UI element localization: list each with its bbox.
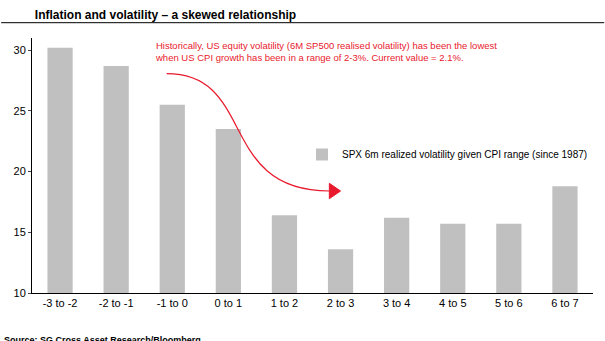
svg-text:3 to 4: 3 to 4 (383, 297, 411, 309)
svg-text:25: 25 (14, 105, 26, 117)
svg-text:30: 30 (14, 44, 26, 56)
svg-text:10: 10 (14, 287, 26, 299)
svg-text:2 to 3: 2 to 3 (327, 297, 355, 309)
svg-text:SPX 6m realized volatility giv: SPX 6m realized volatility given CPI ran… (342, 149, 587, 160)
svg-text:-1 to 0: -1 to 0 (157, 297, 188, 309)
svg-text:Source: SG Cross Asset Researc: Source: SG Cross Asset Research/Bloomber… (4, 335, 201, 341)
svg-text:5 to 6: 5 to 6 (495, 297, 523, 309)
svg-text:Inflation and volatility – a s: Inflation and volatility – a skewed rela… (35, 8, 296, 22)
svg-text:-3 to -2: -3 to -2 (43, 297, 78, 309)
svg-text:-2 to -1: -2 to -1 (99, 297, 134, 309)
svg-text:6 to 7: 6 to 7 (551, 297, 579, 309)
svg-text:20: 20 (14, 165, 26, 177)
svg-text:0 to 1: 0 to 1 (215, 297, 243, 309)
svg-text:15: 15 (14, 226, 26, 238)
svg-text:Historically, US equity volati: Historically, US equity volatility (6M S… (155, 40, 497, 63)
svg-text:1 to 2: 1 to 2 (271, 297, 299, 309)
svg-text:4 to 5: 4 to 5 (439, 297, 467, 309)
